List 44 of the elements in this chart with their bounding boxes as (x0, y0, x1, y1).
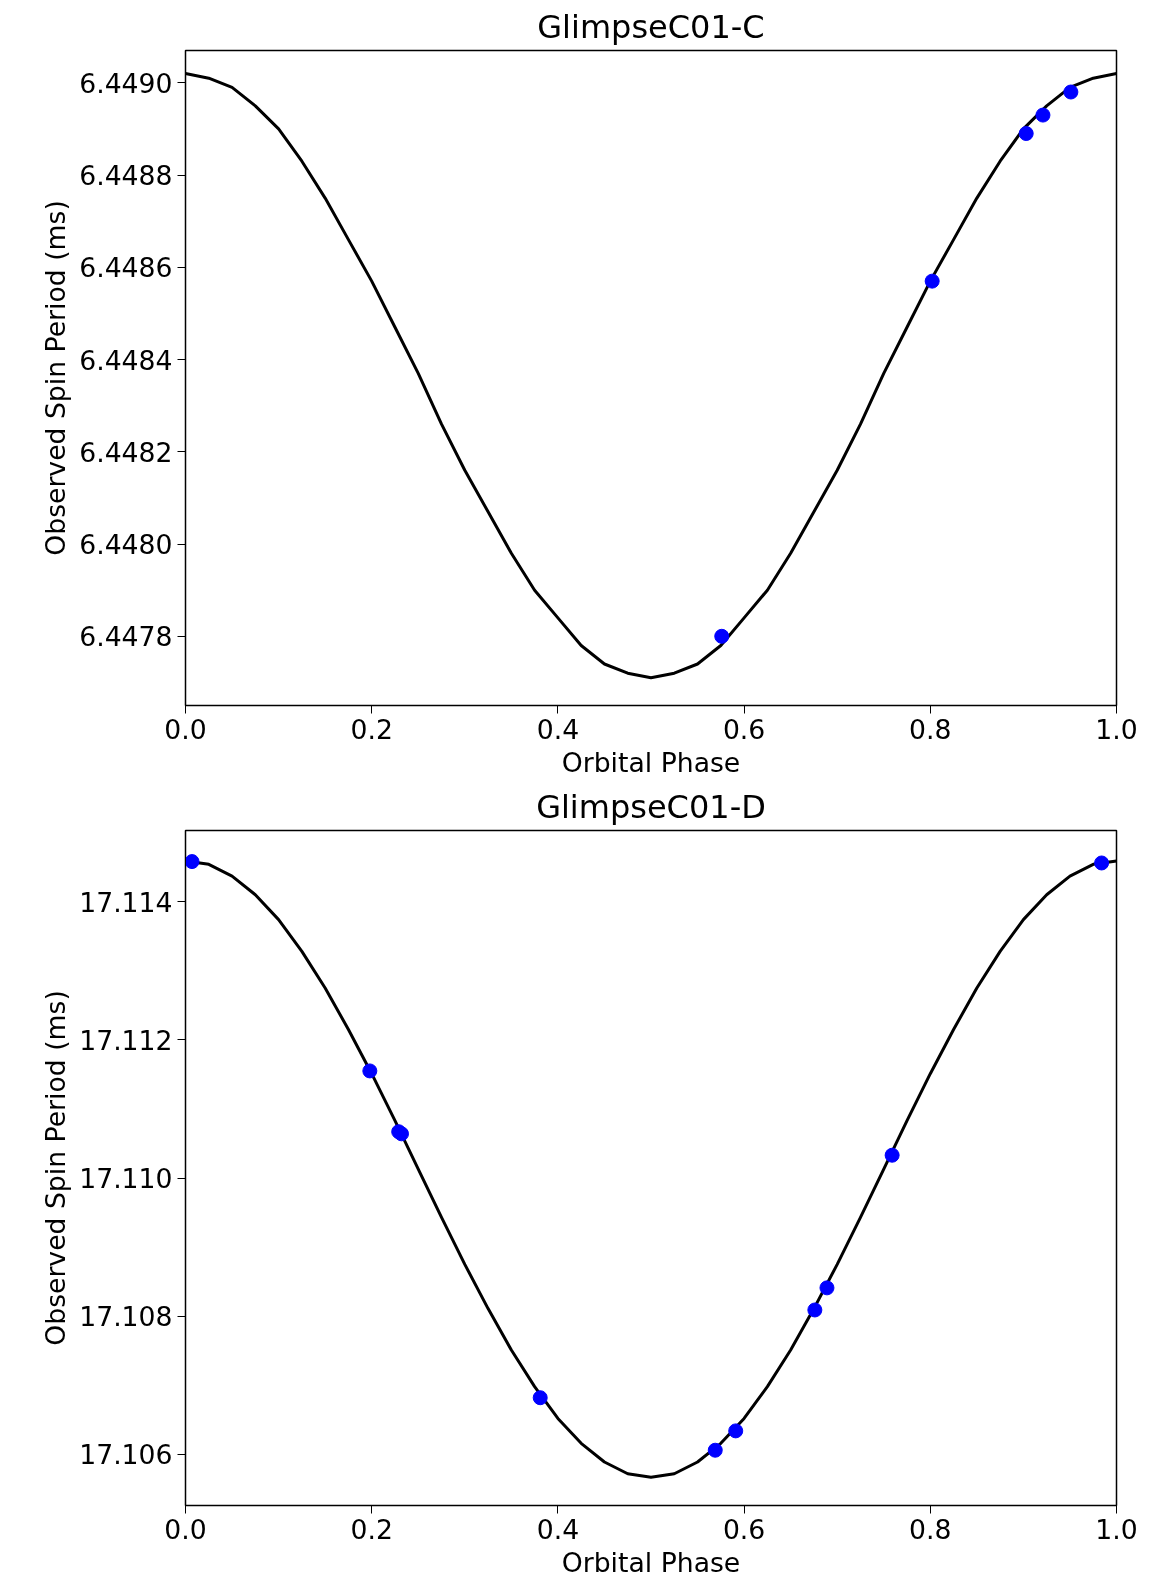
point (707, 1442, 723, 1458)
point (819, 1280, 835, 1296)
point (714, 628, 730, 644)
point (924, 273, 940, 289)
x-tick-label: 0.6 (722, 713, 766, 745)
point (1063, 84, 1079, 100)
y-axis-title: Observed Spin Period (ms) (40, 200, 72, 556)
x-tick-label: 0.2 (350, 713, 393, 745)
y-axis-title: Observed Spin Period (ms) (40, 990, 72, 1346)
x-tick-label: 1.0 (1095, 1513, 1138, 1545)
y-tick-label: 6.4484 (79, 344, 173, 376)
y-tick-label: 17.106 (79, 1439, 173, 1471)
point (185, 854, 200, 870)
x-axis-title: Orbital Phase (561, 1546, 741, 1578)
x-tick-label: 1.0 (1095, 713, 1138, 745)
x-tick-label: 0.8 (909, 1513, 952, 1545)
x-tick-label: 0.4 (536, 1513, 580, 1545)
y-tick-label: 6.4488 (79, 160, 173, 192)
y-tick-label: 17.114 (79, 886, 173, 918)
point (532, 1390, 548, 1406)
point (362, 1063, 378, 1079)
point (1035, 107, 1051, 123)
y-tick-label: 17.108 (79, 1301, 173, 1333)
x-tick-label: 0.0 (164, 1513, 207, 1545)
y-tick-label: 6.4486 (79, 252, 173, 284)
x-axis-title: Orbital Phase (561, 746, 741, 778)
x-tick-label: 0.0 (164, 713, 207, 745)
x-tick-label: 0.2 (350, 1513, 393, 1545)
point (1094, 855, 1110, 871)
point (884, 1147, 900, 1163)
chart-title: GlimpseC01-C (537, 7, 765, 46)
point (807, 1302, 823, 1318)
y-tick-label: 6.4478 (79, 621, 173, 653)
x-tick-label: 0.6 (722, 1513, 766, 1545)
y-tick-label: 17.110 (79, 1163, 173, 1195)
y-tick-label: 17.112 (79, 1024, 173, 1056)
x-tick-label: 0.8 (909, 713, 952, 745)
y-tick-label: 6.4490 (79, 67, 173, 99)
y-tick-label: 6.4482 (79, 436, 173, 468)
point (1018, 126, 1034, 142)
y-tick-label: 6.4480 (79, 529, 173, 561)
x-tick-label: 0.4 (536, 713, 580, 745)
chart-title: GlimpseC01-D (536, 787, 766, 826)
point (728, 1423, 744, 1439)
